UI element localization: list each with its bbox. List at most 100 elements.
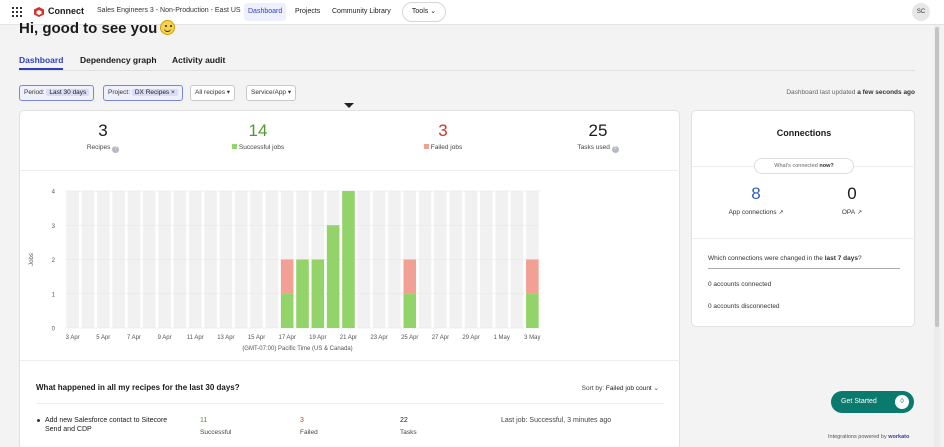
x-tick-label: 9 Apr [158, 335, 172, 341]
app-grid-icon[interactable] [12, 7, 22, 17]
project-filter-value-text: DX Recipes [134, 89, 170, 96]
stat-failed-label-text: Failed jobs [430, 144, 463, 151]
stat-failed-value: 3 [438, 121, 448, 140]
app-connections-count: 8 [751, 184, 761, 203]
stat-failed-label: Failed jobs [383, 144, 503, 151]
recipe-bullet-icon [37, 419, 40, 422]
x-tick-label: 13 Apr [217, 335, 234, 341]
stat-tasks-value: 25 [588, 121, 608, 140]
nav-projects[interactable]: Projects [295, 8, 321, 15]
stat-successful-label-text: Successful jobs [238, 144, 285, 151]
pointer-triangle-icon [344, 103, 354, 108]
stat-tasks-label: Tasks used ? [538, 144, 658, 153]
nav-dashboard[interactable]: Dashboard [244, 3, 287, 21]
help-icon[interactable]: ? [112, 146, 120, 153]
recipes-filter-label: All recipes [195, 89, 225, 96]
recipe-tasks-label: Tasks [400, 429, 417, 436]
bar-successful [326, 225, 340, 328]
smiley-icon [160, 20, 176, 35]
bar-successful [526, 293, 539, 328]
recipe-successful-label: Successful [200, 429, 232, 436]
bar-successful [342, 191, 355, 328]
connections-section-divider [692, 238, 916, 239]
recipe-tasks-count: 22 [400, 417, 408, 424]
stat-tasks[interactable]: 25 Tasks used ? [538, 121, 658, 153]
chart-divider [20, 360, 681, 361]
stat-successful[interactable]: 14 Successful jobs [198, 121, 318, 151]
x-tick-label: 3 May [524, 335, 540, 341]
nav-community-library[interactable]: Community Library [332, 8, 391, 15]
page-title: Hi, good to see you [19, 20, 176, 37]
y-tick-label: 4 [52, 190, 56, 196]
tools-label: Tools [411, 8, 429, 15]
opa-link[interactable]: OPA ↗ [807, 209, 897, 216]
x-tick-label: 3 Apr [66, 335, 80, 341]
brand-name[interactable]: Connect [48, 6, 84, 16]
page-scrollbar[interactable] [934, 25, 940, 447]
sort-by-label: Sort by: [581, 385, 605, 392]
recipe-name-link[interactable]: Add new Salesforce contact to Sitecore S… [45, 417, 168, 433]
y-axis-title: Jobs [29, 253, 35, 266]
tab-dashboard[interactable]: Dashboard [19, 55, 64, 65]
close-icon[interactable]: × [171, 89, 175, 96]
tabs-divider [19, 70, 915, 71]
x-tick-label: 27 Apr [432, 335, 449, 341]
stat-tasks-label-text: Tasks used [577, 144, 610, 151]
dashboard-card: 3 Recipes ? 14 Successful jobs 3 Failed … [19, 110, 681, 447]
caret-down-icon: ▾ [287, 89, 292, 96]
y-tick-label: 2 [52, 258, 56, 264]
stat-recipes[interactable]: 3 Recipes ? [43, 121, 163, 153]
stat-recipes-label-text: Recipes [86, 144, 111, 151]
recipes-filter[interactable]: All recipes ▾ [190, 85, 236, 101]
x-tick-label: 7 Apr [127, 335, 141, 341]
app-connections-label: App connections [728, 209, 777, 216]
jobs-bar-chart: 0 1 2 3 4 3 Apr 5 Apr 7 Apr 9 Apr 11 Apr 13 Apr 15 … [29, 190, 541, 353]
stat-failed[interactable]: 3 Failed jobs [383, 121, 503, 151]
help-icon[interactable]: ? [611, 146, 619, 153]
changed-connections-underline [708, 268, 900, 269]
project-filter[interactable]: Project: DX Recipes × [103, 85, 183, 101]
accounts-disconnected: 0 accounts disconnected [708, 303, 780, 310]
external-link-icon: ↗ [857, 210, 863, 216]
x-tick-label: 21 Apr [340, 335, 357, 341]
y-tick-label: 0 [52, 327, 56, 333]
whats-connected-pill: What's connected now? [754, 158, 854, 174]
period-filter-value: Last 30 days [46, 89, 90, 96]
chevron-down-icon: ⌄ [653, 385, 659, 392]
powered-by: Integrations powered by workato [828, 434, 909, 440]
successful-swatch-icon [231, 144, 237, 149]
failed-swatch-icon [423, 144, 429, 149]
avatar[interactable]: SC [912, 3, 930, 21]
workato-logo-icon: workato [888, 434, 910, 440]
get-started-count: 0 [895, 395, 909, 409]
stat-recipes-label: Recipes ? [43, 144, 163, 153]
chevron-down-icon: ⌄ [430, 8, 437, 15]
x-tick-label: 23 Apr [370, 335, 387, 341]
connections-card: Connections What's connected now? 8 App … [691, 110, 916, 327]
app-connections-link[interactable]: App connections ↗ [711, 209, 801, 216]
period-filter[interactable]: Period: Last 30 days [19, 85, 95, 101]
which-suffix: ? [857, 255, 862, 262]
sort-by-value: Failed job count [605, 385, 652, 392]
get-started-button[interactable]: Get Started 0 [831, 391, 914, 413]
stat-successful-value: 14 [248, 121, 268, 140]
bar-failed [403, 259, 417, 294]
which-bold: last 7 days [824, 255, 858, 262]
which-prefix: Which connections were changed in the [708, 255, 823, 262]
bar-successful [311, 259, 325, 328]
y-tick-label: 1 [52, 292, 56, 298]
bar-successful [403, 293, 417, 328]
accounts-connected: 0 accounts connected [708, 281, 772, 288]
greeting-text: Hi, good to see you [19, 20, 158, 37]
x-axis-title: (GMT-07:00) Pacific Time (US & Canada) [242, 346, 352, 352]
changed-connections-question: Which connections were changed in the la… [708, 255, 862, 262]
tab-activity-audit[interactable]: Activity audit [172, 55, 226, 65]
stats-row: 3 Recipes ? 14 Successful jobs 3 Failed … [20, 111, 681, 171]
sort-by-dropdown[interactable]: Sort by: Failed job count ⌄ [582, 384, 659, 392]
workspace-name[interactable]: Sales Engineers 3 - Non-Production - Eas… [97, 7, 241, 14]
service-filter[interactable]: Service/App ▾ [246, 85, 297, 101]
tools-button[interactable]: Tools ⌄ [402, 2, 446, 22]
tab-dependency-graph[interactable]: Dependency graph [80, 55, 157, 65]
x-tick-label: 29 Apr [462, 335, 479, 341]
top-nav: Connect Sales Engineers 3 - Non-Producti… [0, 0, 944, 25]
